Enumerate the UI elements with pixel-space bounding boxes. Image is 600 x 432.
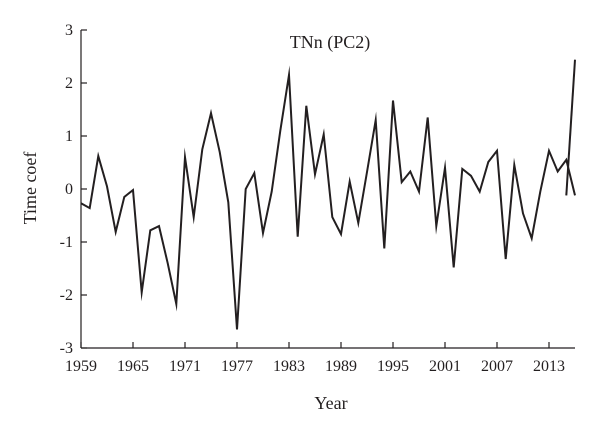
y-tick-label: 0 <box>65 181 73 198</box>
y-tick-label: 3 <box>65 22 73 39</box>
x-tick-label: 1959 <box>65 358 97 375</box>
x-tick-label: 2007 <box>481 358 513 375</box>
series-line <box>565 59 576 196</box>
y-tick-label: -3 <box>60 340 73 357</box>
y-tick-label: 1 <box>65 128 73 145</box>
x-tick-label: 2001 <box>429 358 461 375</box>
y-tick-label: -2 <box>60 287 73 304</box>
series-line <box>80 65 576 330</box>
series-layer <box>80 59 576 330</box>
x-axis-label: Year <box>314 393 347 413</box>
x-tick-label: 1977 <box>221 358 253 375</box>
y-axis-label: Time coef <box>20 152 40 225</box>
x-tick-label: 2013 <box>533 358 565 375</box>
x-tick-label: 1965 <box>117 358 149 375</box>
chart-title: TNn (PC2) <box>290 32 371 53</box>
x-tick-label: 1983 <box>273 358 305 375</box>
x-tick-label: 1989 <box>325 358 357 375</box>
y-tick-label: 2 <box>65 75 73 92</box>
x-tick-label: 1995 <box>377 358 409 375</box>
x-tick-label: 1971 <box>169 358 201 375</box>
y-tick-label: -1 <box>60 234 73 251</box>
